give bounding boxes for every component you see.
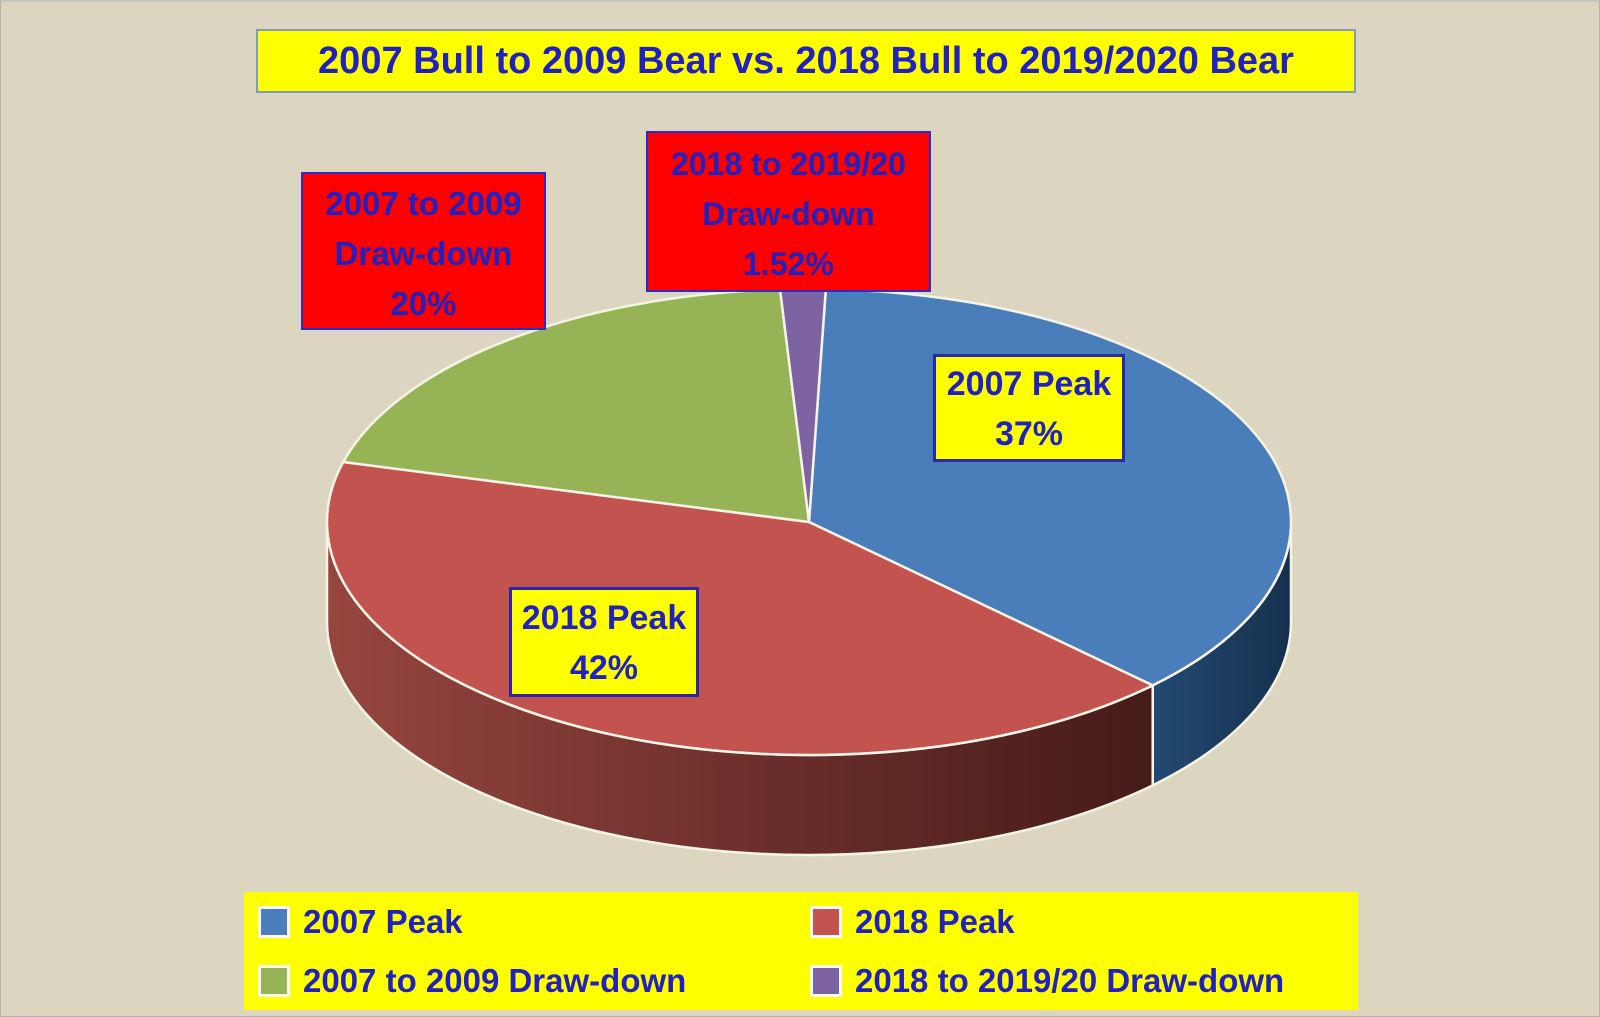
callout-2018-2019-20-drawdown: 2018 to 2019/20 Draw-down 1.52%	[646, 131, 931, 292]
legend-item-2007-2009-drawdown: 2007 to 2009 Draw-down	[244, 962, 796, 1000]
callout-line: Draw-down	[702, 196, 875, 232]
legend-swatch-red	[810, 905, 842, 938]
chart-title: 2007 Bull to 2009 Bear vs. 2018 Bull to …	[256, 29, 1356, 93]
legend-label: 2018 Peak	[855, 902, 1015, 940]
callout-line: Draw-down	[334, 235, 513, 272]
legend-label: 2018 to 2019/20 Draw-down	[855, 961, 1285, 999]
callout-line: 2007 to 2009	[325, 185, 522, 222]
callout-line: 2007 Peak	[946, 365, 1112, 403]
callout-line: 2018 Peak	[521, 599, 687, 637]
chart-legend: 2007 Peak 2018 Peak 2007 to 2009 Draw-do…	[244, 892, 1358, 1010]
callout-value: 1.52%	[743, 246, 834, 282]
legend-label: 2007 Peak	[303, 902, 463, 940]
callout-value: 42%	[569, 649, 639, 687]
legend-swatch-green	[258, 964, 290, 997]
callout-value: 20%	[390, 285, 457, 322]
callout-2007-peak: 2007 Peak 37%	[933, 354, 1125, 462]
legend-item-2018-peak: 2018 Peak	[796, 903, 1358, 941]
callout-value: 37%	[994, 415, 1064, 453]
legend-item-2007-peak: 2007 Peak	[244, 903, 796, 941]
legend-swatch-purple	[810, 964, 842, 997]
pie-slice-2007-peak	[807, 287, 1293, 687]
legend-label: 2007 to 2009 Draw-down	[303, 961, 687, 999]
pie-slice-2007-to-2009-draw-down	[342, 288, 811, 524]
callout-2018-peak: 2018 Peak 42%	[509, 587, 699, 697]
legend-item-2018-2019-20-drawdown: 2018 to 2019/20 Draw-down	[796, 962, 1358, 1000]
callout-2007-2009-drawdown: 2007 to 2009 Draw-down 20%	[301, 172, 546, 330]
legend-swatch-blue	[258, 905, 290, 938]
callout-line: 2018 to 2019/20	[671, 146, 906, 182]
